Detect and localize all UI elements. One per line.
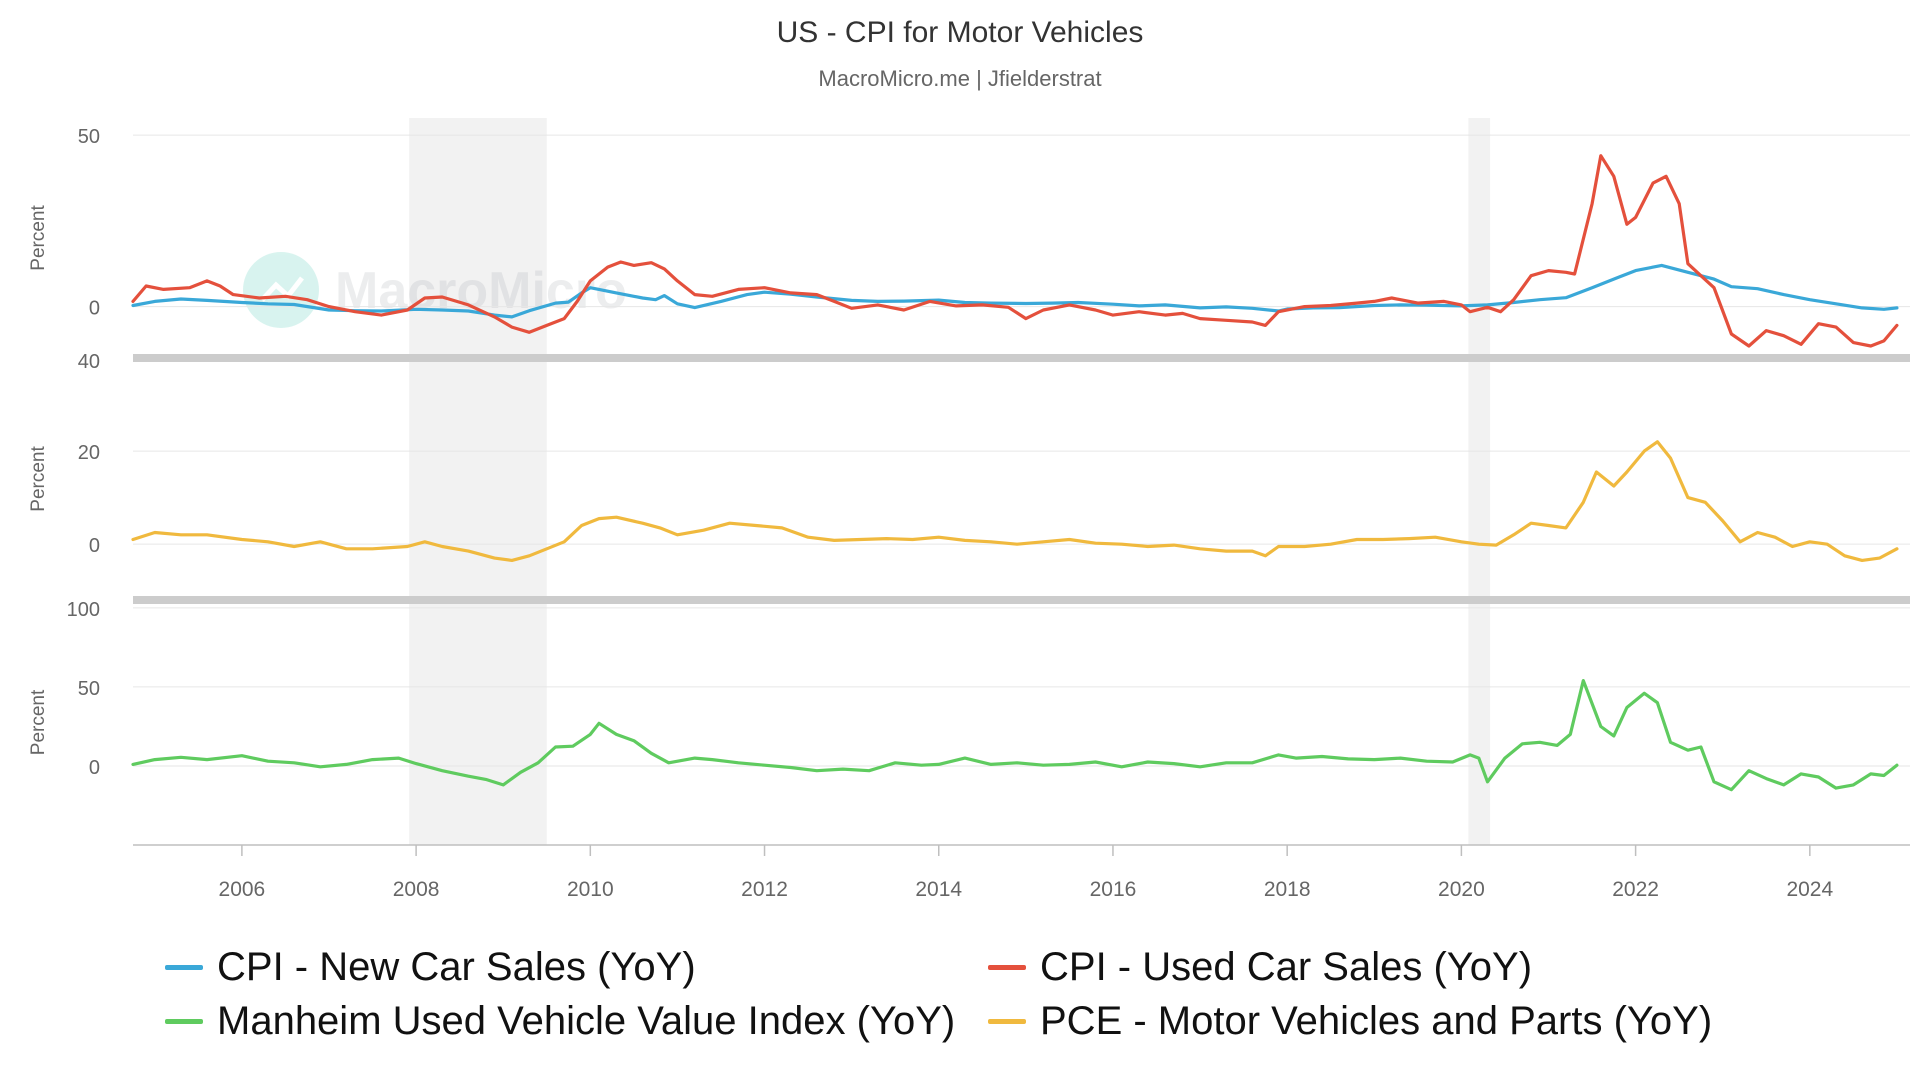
chart-title: US - CPI for Motor Vehicles [777, 16, 1144, 49]
y-tick-label: 0 [89, 535, 100, 557]
panel-separator [133, 596, 1910, 604]
legend-label: CPI - New Car Sales (YoY) [217, 945, 696, 989]
y-tick-label: 100 [67, 599, 100, 621]
y-axis-label: Percent [28, 446, 49, 512]
legend-label: PCE - Motor Vehicles and Parts (YoY) [1040, 999, 1713, 1043]
chart-subtitle: MacroMicro.me | Jfielderstrat [818, 66, 1101, 91]
x-tick-label: 2022 [1612, 878, 1659, 901]
recession-band [409, 118, 547, 845]
series-line-cpi-new-car-sales-yoy [131, 263, 1899, 319]
y-tick-label: 0 [89, 757, 100, 779]
panel-separator [133, 354, 1910, 362]
y-tick-label: 50 [78, 678, 100, 700]
y-tick-label: 0 [89, 298, 100, 320]
watermark-icon [243, 252, 319, 328]
x-tick-label: 2016 [1090, 878, 1137, 901]
legend: CPI - New Car Sales (YoY) CPI - Used Car… [0, 935, 1920, 1055]
watermark-icon-line [260, 276, 304, 302]
x-tick-label: 2008 [393, 878, 440, 901]
legend-item-used-car[interactable]: CPI - Used Car Sales (YoY) [988, 945, 1532, 990]
x-tick-label: 2020 [1438, 878, 1485, 901]
legend-swatch [988, 965, 1026, 970]
x-tick-label: 2012 [741, 878, 788, 901]
legend-item-new-car[interactable]: CPI - New Car Sales (YoY) [165, 945, 696, 990]
series-line-cpi-used-car-sales-yoy [131, 154, 1899, 348]
series-line-manheim-used-vehicle-value-index-yoy [131, 679, 1899, 792]
legend-label: CPI - Used Car Sales (YoY) [1040, 945, 1533, 989]
legend-swatch [165, 965, 203, 970]
y-tick-label: 50 [78, 126, 100, 148]
legend-swatch [165, 1019, 203, 1024]
y-axis-label: Percent [28, 689, 49, 755]
watermark-logo: MacroMicro [243, 252, 627, 328]
y-axis-label: Percent [28, 205, 49, 271]
legend-label: Manheim Used Vehicle Value Index (YoY) [217, 999, 956, 1043]
x-tick-label: 2024 [1786, 878, 1833, 901]
y-tick-label: 20 [78, 442, 100, 464]
legend-item-pce[interactable]: PCE - Motor Vehicles and Parts (YoY) [988, 999, 1712, 1044]
recession-band [1468, 118, 1491, 845]
legend-item-manheim[interactable]: Manheim Used Vehicle Value Index (YoY) [165, 999, 955, 1044]
legend-swatch [988, 1019, 1026, 1024]
x-tick-label: 2006 [219, 878, 266, 901]
x-tick-label: 2010 [567, 878, 614, 901]
x-tick-label: 2014 [915, 878, 962, 901]
y-tick-label: 40 [78, 351, 100, 373]
x-tick-label: 2018 [1264, 878, 1311, 901]
series-line-pce-motor-vehicles-and-parts-yoy [131, 440, 1899, 562]
